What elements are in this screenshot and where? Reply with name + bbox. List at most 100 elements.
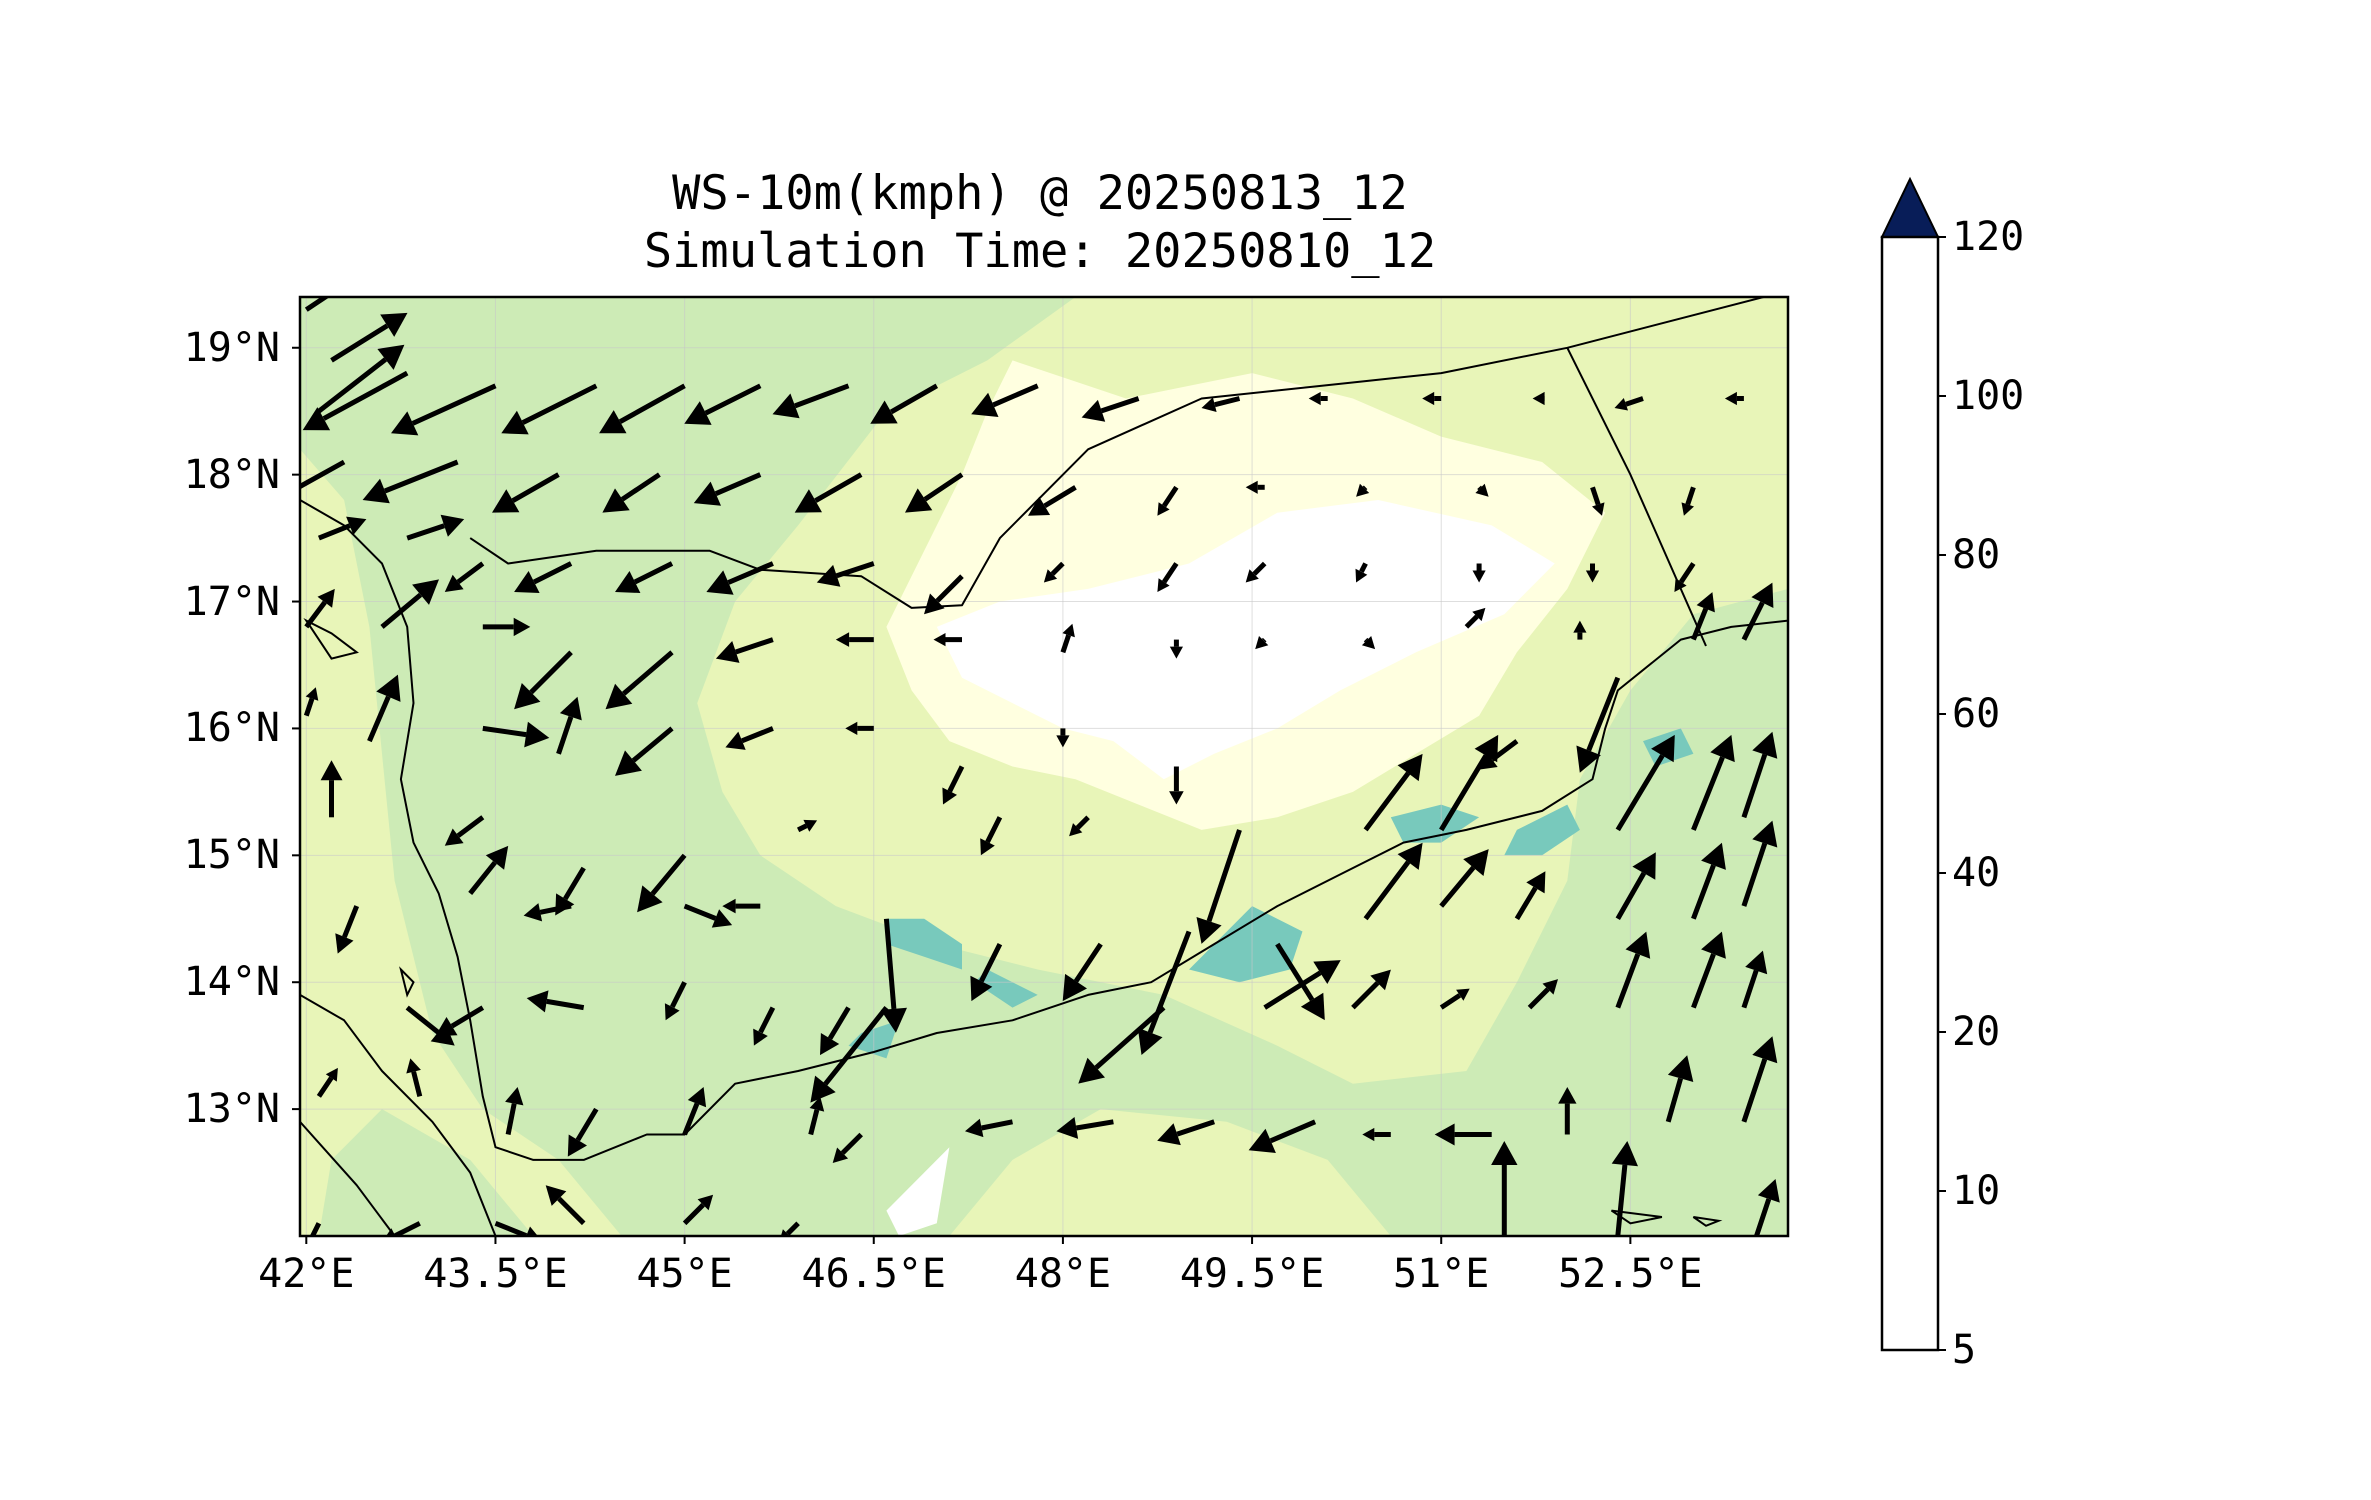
wind-arrow (1043, 561, 1065, 583)
wind-arrow (980, 816, 1003, 856)
wind-arrow (1078, 1005, 1166, 1084)
wind-arrow (1028, 485, 1077, 516)
wind-arrow (1665, 1055, 1694, 1123)
wind-arrow (664, 981, 687, 1021)
wind-arrow (1069, 815, 1090, 837)
wind-arrow (526, 990, 585, 1013)
colorbar-tick-label: 80 (1952, 532, 2001, 578)
wind-arrow (380, 579, 439, 629)
wind-arrow (1351, 969, 1391, 1010)
wind-arrow (1056, 1117, 1114, 1139)
wind-arrow (1196, 829, 1242, 944)
wind-arrow (1362, 1127, 1391, 1142)
latitude-tick-label: 18°N (183, 451, 280, 498)
wind-arrow (317, 344, 405, 414)
wind-arrow (1741, 731, 1778, 819)
contour-region-40-60 (1390, 804, 1480, 843)
speed-contour-fills (300, 297, 1788, 1236)
wind-arrow (1434, 1123, 1492, 1146)
contour-region-40-60 (886, 918, 962, 970)
wind-arrow (905, 472, 964, 513)
wind-arrow (302, 370, 409, 431)
wind-arrow (1356, 483, 1370, 497)
wind-arrow (1615, 852, 1656, 921)
wind-arrow (808, 1096, 825, 1136)
axis-ticks (292, 346, 1632, 1244)
wind-arrow (683, 903, 733, 928)
wind-arrow (1355, 562, 1368, 583)
wind-arrow (1363, 842, 1423, 921)
wind-arrow (835, 632, 874, 647)
wind-arrow (637, 853, 687, 913)
wind-arrow (514, 561, 573, 593)
contour-region-20-40 (300, 297, 1788, 1236)
island-outline (1692, 1216, 1723, 1227)
wind-arrow (300, 459, 346, 490)
contour-region-40-60 (974, 969, 1038, 1008)
wind-arrow (1439, 849, 1489, 908)
contour-region-0-5 (886, 1147, 950, 1236)
latitude-tick-label: 19°N (183, 324, 280, 371)
latitude-tick-label: 16°N (183, 705, 280, 752)
wind-arrow (1056, 728, 1070, 748)
wind-arrow (1558, 1087, 1577, 1135)
wind-arrow (1245, 561, 1267, 583)
wind-arrow (1255, 636, 1269, 650)
wind-arrow (1741, 820, 1778, 907)
latitude-tick-label: 17°N (183, 578, 280, 625)
wind-arrow (682, 1087, 707, 1136)
wind-arrow (1361, 636, 1376, 650)
wind-arrow (1439, 988, 1470, 1010)
wind-arrow (615, 561, 674, 593)
wind-arrow (482, 617, 531, 637)
wind-arrow (482, 721, 550, 748)
wind-arrow (1439, 734, 1499, 832)
latitude-tick-label: 13°N (183, 1086, 280, 1133)
wind-arrow (933, 633, 962, 647)
wind-arrow (1754, 1179, 1780, 1236)
wind-arrow (435, 1005, 485, 1037)
wind-arrow (780, 1221, 800, 1236)
longitude-tick-label: 42°E (258, 1251, 355, 1297)
colorbar-tick-label: 100 (1952, 373, 2025, 419)
colorbar-frame (1880, 235, 1940, 1352)
longitude-tick-label: 43.5°E (423, 1251, 568, 1297)
wind-arrow (832, 1132, 863, 1163)
wind-arrow (1363, 753, 1423, 832)
wind-arrow (682, 1194, 714, 1226)
colorbar-tick-label: 20 (1952, 1009, 2001, 1055)
wind-arrow (810, 1006, 889, 1103)
wind-arrow (367, 674, 401, 743)
wind-arrow (602, 472, 661, 513)
contour-region-40-60 (1189, 906, 1303, 983)
wind-arrow (1263, 960, 1341, 1010)
wind-arrow (1691, 842, 1726, 920)
wind-arrow (971, 383, 1039, 417)
wind-arrow (304, 297, 330, 312)
wind-arrow (605, 650, 674, 710)
wind-arrow (1681, 486, 1696, 516)
wind-arrow (444, 561, 485, 592)
wind-arrow (567, 1107, 599, 1157)
map-gridlines (300, 297, 1788, 1236)
wind-arrow (335, 905, 360, 954)
wind-arrow (1157, 562, 1179, 592)
coastline-africa-south (300, 1121, 396, 1236)
wind-arrow (494, 1220, 538, 1236)
wind-arrow (725, 726, 774, 750)
wind-arrow (1691, 931, 1726, 1009)
wind-arrow (505, 1087, 524, 1135)
longitude-tick-label: 45°E (636, 1251, 733, 1297)
wind-arrow (1611, 1141, 1638, 1236)
wind-arrow (1081, 396, 1140, 422)
contour-region-40-60 (1504, 804, 1580, 856)
wind-arrow (1275, 942, 1325, 1021)
wind-arrow (1741, 950, 1768, 1009)
wind-arrow (545, 1185, 586, 1226)
wind-arrow (1614, 396, 1644, 411)
wind-vectors (300, 297, 1780, 1236)
wind-arrow (684, 383, 762, 425)
wind-arrow (965, 1118, 1013, 1138)
wind-arrow (753, 1006, 776, 1046)
